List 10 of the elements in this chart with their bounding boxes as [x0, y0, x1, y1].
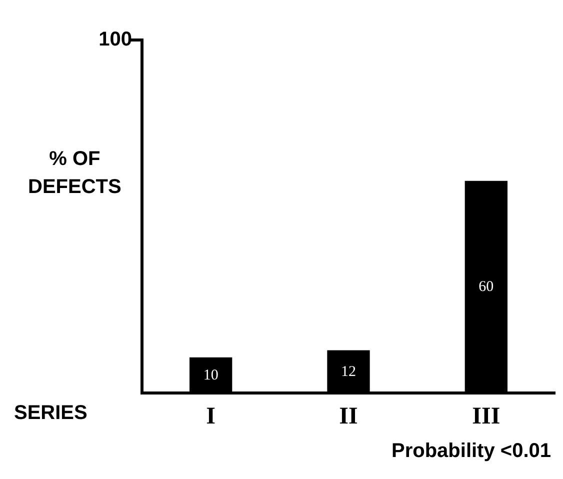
x-axis-title: SERIES	[14, 402, 88, 425]
data-label: 60	[478, 279, 494, 296]
data-label: 12	[341, 364, 356, 380]
x-tick-label: II	[339, 404, 358, 430]
y-axis-title: % OF DEFECTS	[28, 147, 122, 200]
data-label: 10	[203, 367, 218, 384]
x-tick-label: I	[206, 404, 216, 430]
x-tick-label: III	[472, 404, 500, 430]
text: Probability <0.01	[391, 440, 551, 463]
y-tick-label: 100	[98, 28, 132, 51]
